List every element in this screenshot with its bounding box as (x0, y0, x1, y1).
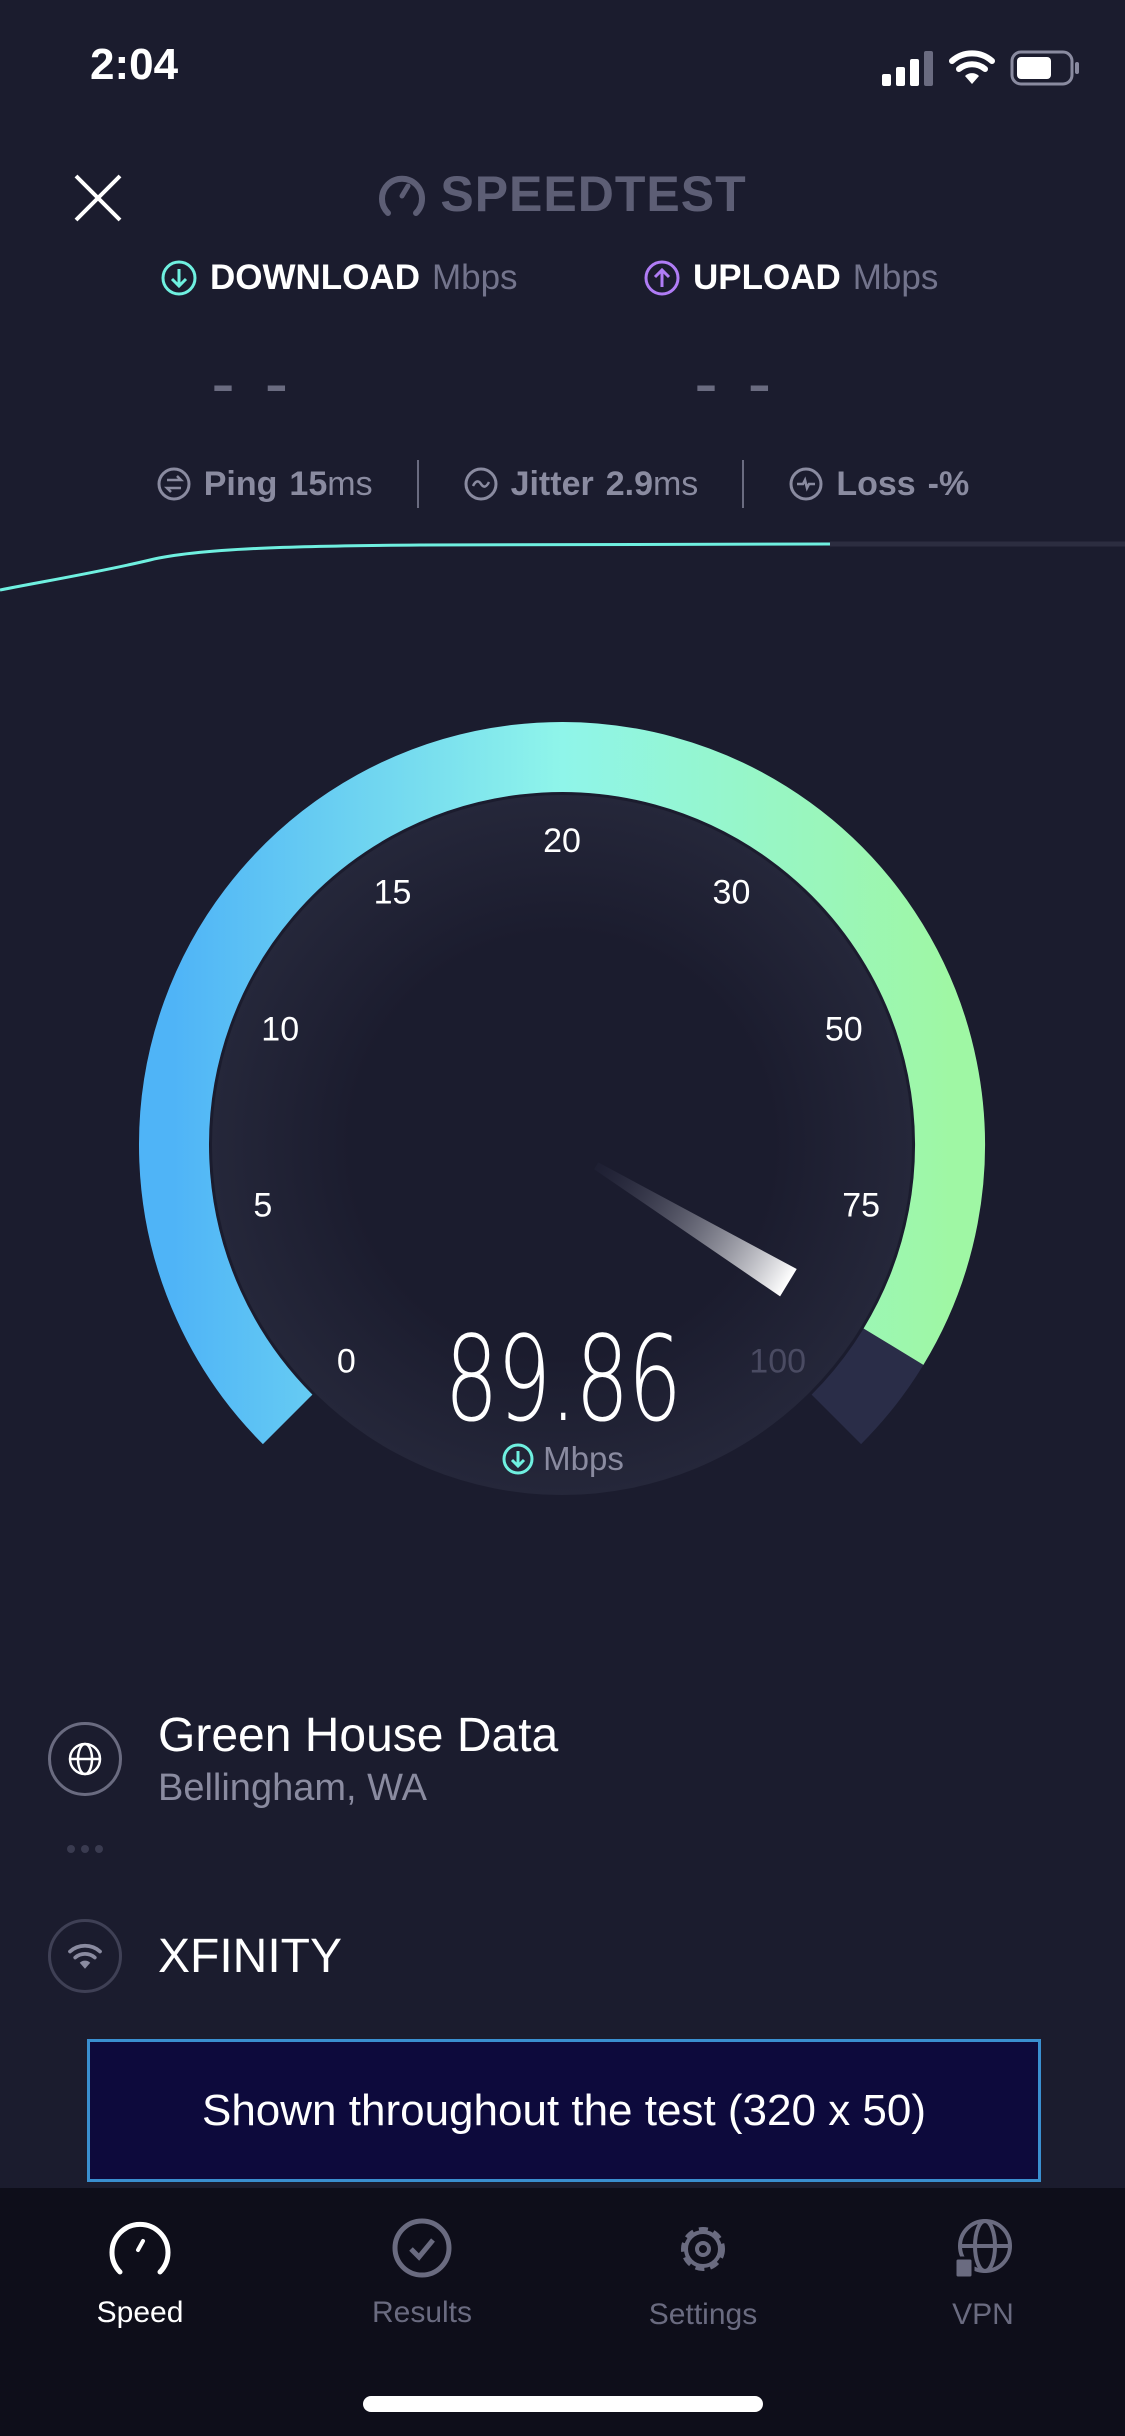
gauge-fill (139, 722, 985, 1445)
ping-label: Ping (203, 464, 278, 503)
provider-name: XFINITY (158, 1929, 343, 1983)
wifi-icon (948, 48, 996, 90)
jitter-label: Jitter (510, 464, 594, 503)
gauge-inner-face (212, 795, 912, 1495)
tab-settings[interactable]: Settings (603, 2218, 803, 2332)
gauge-needle (594, 1162, 797, 1297)
close-button[interactable] (72, 172, 124, 228)
gauge-tick-label-0: 0 (337, 1343, 356, 1381)
gauge-tick-label-5: 5 (253, 1187, 272, 1225)
current-speed-value: 89.86 (444, 1310, 681, 1448)
ping-stat: Ping 15ms (112, 465, 417, 504)
download-icon (502, 1443, 534, 1475)
upload-header: UPLOAD Mbps (643, 258, 938, 298)
download-label: DOWNLOAD (210, 258, 420, 297)
current-speed-unit: Mbps (0, 1440, 1125, 1478)
download-header: DOWNLOAD Mbps (160, 258, 518, 298)
download-speed-line (0, 542, 831, 592)
gauge-tick-label-50: 50 (825, 1010, 863, 1048)
jitter-value: 2.9 (605, 464, 653, 503)
server-row[interactable]: Green House Data Bellingham, WA (48, 1708, 558, 1810)
ping-unit: ms (327, 464, 373, 503)
speedometer-icon (109, 2221, 171, 2275)
jitter-unit: ms (652, 464, 699, 503)
tab-label: Settings (648, 2298, 758, 2331)
provider-icon-circle (48, 1919, 122, 1993)
speedometer-logo-icon (379, 175, 426, 216)
stats-row: Ping 15ms Jitter 2.9ms Loss -% (0, 460, 1125, 508)
loss-icon (789, 467, 823, 501)
tab-label: Results (371, 2296, 473, 2329)
speed-graph (0, 541, 1125, 592)
gauge-tick-label-15: 15 (374, 873, 412, 911)
tab-bar: Speed Results Settings VPN (0, 2188, 1125, 2436)
globe-lock-icon (953, 2219, 1012, 2280)
divider (742, 460, 745, 508)
speed-gauge: 0 5 10 15 20 30 50 75 100 (139, 722, 985, 1495)
provider-row: XFINITY (48, 1919, 342, 1993)
home-indicator[interactable] (363, 2396, 763, 2412)
jitter-stat: Jitter 2.9ms (419, 465, 743, 504)
ping-value: 15 (289, 464, 328, 503)
cellular-signal-icon (880, 50, 936, 90)
server-icon-circle (48, 1722, 122, 1796)
gauge-tick-label-10: 10 (261, 1010, 299, 1048)
app-title: SPEEDTEST (440, 166, 747, 222)
upload-label: UPLOAD (693, 258, 841, 297)
globe-icon (68, 1742, 102, 1776)
loss-value: -% (927, 464, 970, 503)
upload-unit: Mbps (852, 258, 939, 297)
ad-banner[interactable]: Shown throughout the test (320 x 50) (87, 2039, 1041, 2182)
ad-text: Shown throughout the test (320 x 50) (201, 2085, 927, 2135)
jitter-icon (464, 467, 498, 501)
upload-value: – – (695, 360, 779, 411)
divider (416, 460, 419, 508)
download-unit: Mbps (431, 258, 518, 297)
gauge-tick-label-75: 75 (842, 1187, 880, 1225)
tab-label: VPN (952, 2298, 1014, 2331)
speed-unit-label: Mbps (543, 1440, 624, 1477)
loss-label: Loss (836, 464, 916, 503)
tab-label: Speed (96, 2296, 184, 2329)
wifi-icon (68, 1943, 102, 1969)
status-time: 2:04 (90, 40, 179, 89)
check-circle-icon (392, 2218, 452, 2278)
upload-icon (644, 260, 680, 296)
close-icon (74, 174, 122, 222)
gauge-tick-label-20: 20 (543, 822, 581, 860)
ping-icon (157, 467, 191, 501)
server-location: Bellingham, WA (158, 1767, 427, 1809)
server-name: Green House Data (158, 1709, 559, 1762)
gauge-tick-label-30: 30 (713, 873, 751, 911)
tab-speed[interactable]: Speed (40, 2218, 240, 2330)
tab-results[interactable]: Results (322, 2218, 522, 2330)
download-icon (161, 260, 197, 296)
speedtest-logo: SPEEDTEST (0, 165, 1125, 223)
battery-icon (1010, 50, 1082, 90)
tab-vpn[interactable]: VPN (883, 2218, 1083, 2332)
gauge-tick-label-100: 100 (749, 1343, 806, 1381)
loss-stat: Loss -% (744, 465, 1013, 504)
download-value: – – (212, 360, 296, 411)
gear-icon (681, 2227, 725, 2271)
more-dots-icon (66, 1840, 106, 1859)
